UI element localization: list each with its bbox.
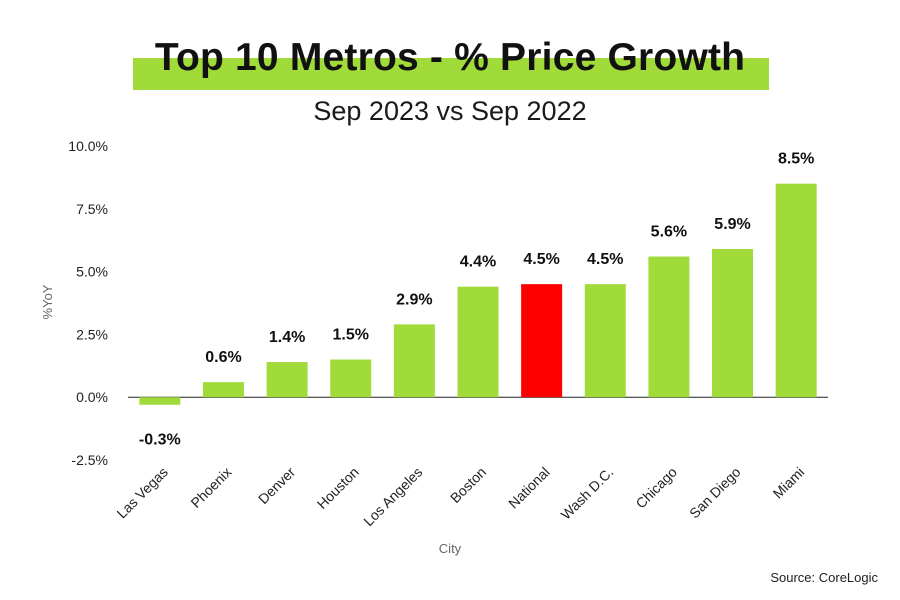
y-axis-ticks: 10.0% 7.5% 5.0% 2.5% 0.0% -2.5% xyxy=(68,138,108,468)
bar-houston xyxy=(330,359,372,398)
value-label: 0.6% xyxy=(205,349,241,366)
y-tick-label: 7.5% xyxy=(76,201,108,217)
bar-phoenix xyxy=(202,382,244,398)
value-label: 4.5% xyxy=(587,251,623,268)
value-label: 5.6% xyxy=(651,224,687,241)
x-tick-label: San Diego xyxy=(686,464,744,522)
y-tick-label: -2.5% xyxy=(71,452,108,468)
bars xyxy=(139,183,817,405)
y-tick-label: 10.0% xyxy=(68,138,108,154)
value-label: 1.5% xyxy=(332,327,368,344)
value-label: 4.4% xyxy=(460,254,496,271)
bar-boston xyxy=(457,286,499,398)
value-labels: -0.3% 0.6% 1.4% 1.5% 2.9% 4.4% 4.5% 4.5% 5.6% 5.9… xyxy=(139,151,814,449)
y-axis-label: %YoY xyxy=(40,284,55,319)
title-highlight-band xyxy=(133,58,769,90)
chart-title: Top 10 Metros - % Price Growth xyxy=(154,36,746,79)
x-tick-label: Houston xyxy=(314,464,362,512)
value-label: 2.9% xyxy=(396,291,432,308)
x-tick-label: Las Vegas xyxy=(113,464,171,522)
value-label: 5.9% xyxy=(714,216,750,233)
x-tick-label: Wash D.C. xyxy=(558,464,617,523)
source-note: Source: CoreLogic xyxy=(770,570,878,585)
x-tick-label: National xyxy=(505,464,553,512)
bar-denver xyxy=(266,362,308,398)
bar-san-diego xyxy=(712,248,754,398)
x-tick-label: Chicago xyxy=(632,464,680,512)
y-tick-label: 0.0% xyxy=(76,389,108,405)
x-axis-label: City xyxy=(439,541,462,556)
bar-miami xyxy=(775,183,817,398)
bar-las-vegas xyxy=(139,397,181,405)
x-tick-label: Los Angeles xyxy=(360,464,425,529)
x-tick-label: Denver xyxy=(255,464,298,507)
x-tick-label: Miami xyxy=(770,464,808,502)
bar-national xyxy=(521,284,563,398)
x-tick-label: Phoenix xyxy=(187,464,234,511)
chart-subtitle: Sep 2023 vs Sep 2022 xyxy=(313,96,587,126)
bar-chicago xyxy=(648,256,690,398)
x-tick-label: Boston xyxy=(447,464,489,506)
bar-wash-d-c xyxy=(584,284,626,398)
y-tick-label: 2.5% xyxy=(76,326,108,342)
y-tick-label: 5.0% xyxy=(76,264,108,280)
value-label: 8.5% xyxy=(778,151,814,168)
value-label: 4.5% xyxy=(523,251,559,268)
value-label: 1.4% xyxy=(269,329,305,346)
value-label: -0.3% xyxy=(139,432,181,449)
bar-los-angeles xyxy=(393,324,435,398)
